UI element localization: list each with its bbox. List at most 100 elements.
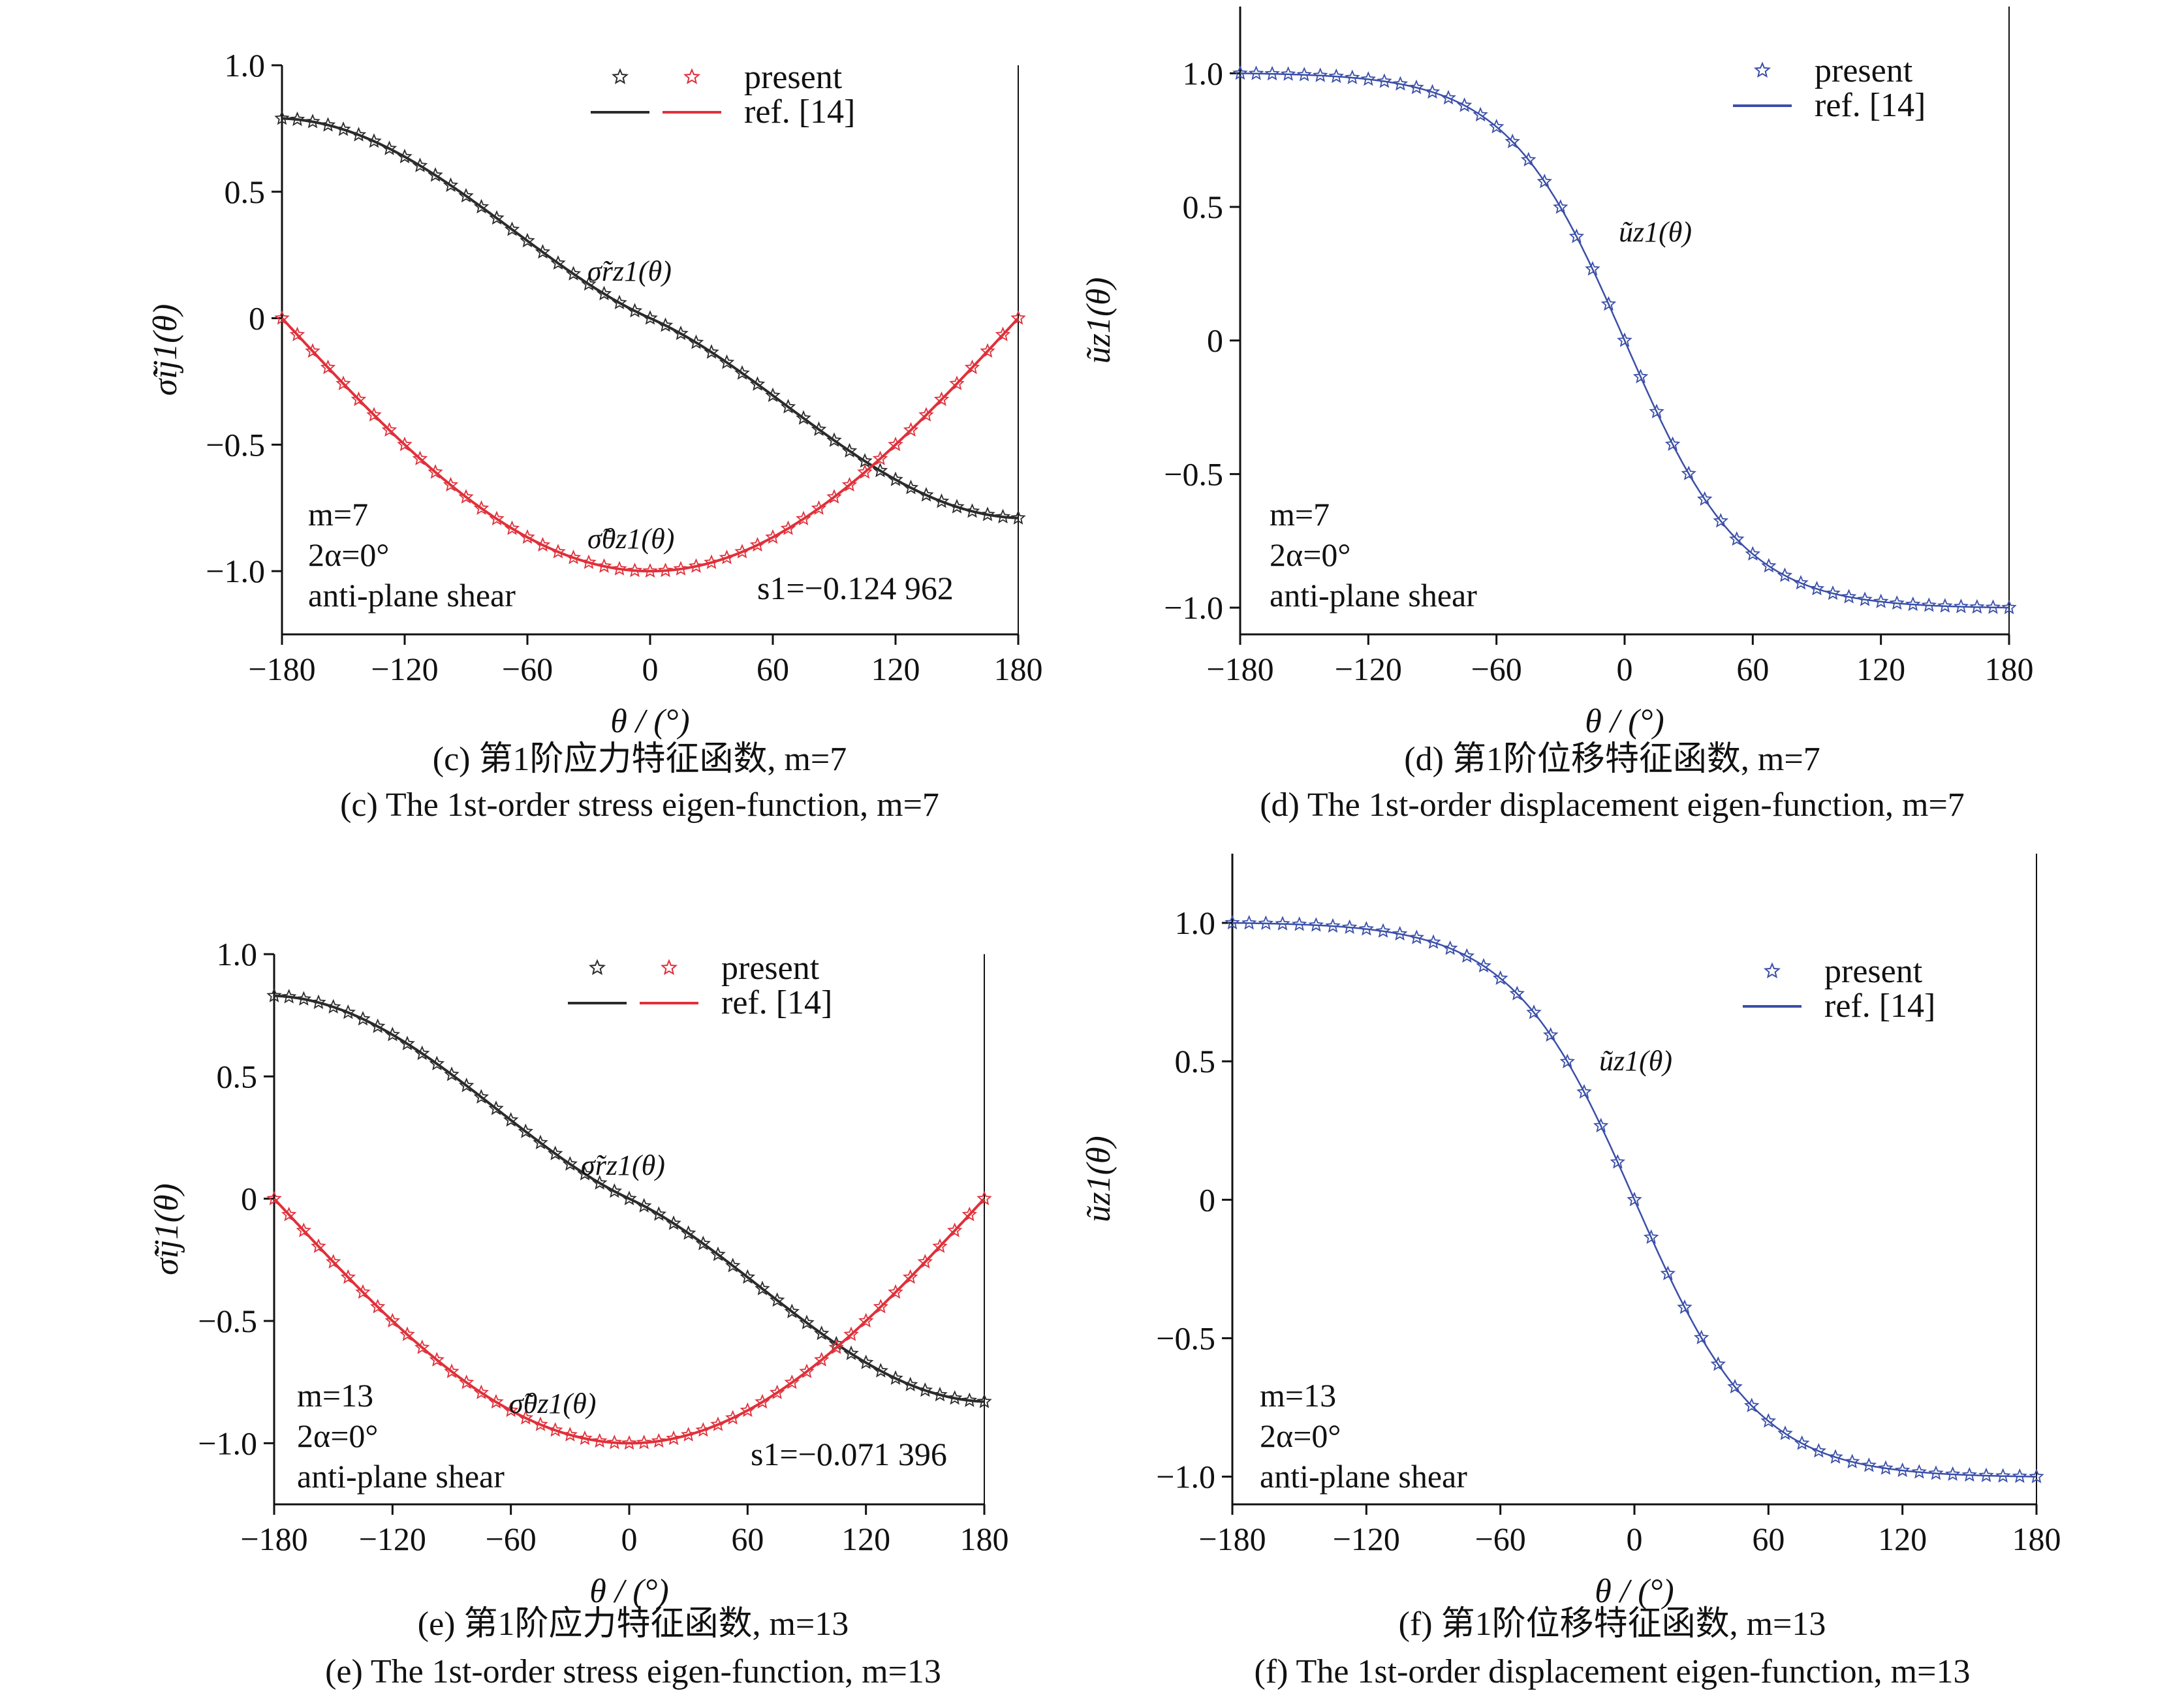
series-marker-1 (1426, 934, 1441, 949)
series-marker-2 (562, 1427, 578, 1442)
series-marker-1 (1693, 1329, 1709, 1344)
series-marker-2 (813, 1352, 830, 1367)
series-marker-2 (428, 464, 443, 479)
series-marker-1 (370, 1018, 386, 1033)
series-marker-1 (1649, 403, 1664, 418)
series-marker-2 (841, 476, 858, 492)
series-marker-1 (289, 111, 305, 127)
legend-marker (588, 959, 606, 975)
series-marker-1 (1743, 1397, 1760, 1412)
series-marker-2 (399, 1326, 415, 1341)
series-marker-2 (673, 561, 689, 576)
series-marker-2 (547, 1422, 563, 1437)
series-marker-1 (734, 365, 750, 380)
y-tick-label: 1.0 (225, 47, 266, 84)
series-marker-1 (1312, 67, 1328, 82)
series-marker-1 (873, 1363, 888, 1378)
series-marker-2 (281, 1206, 297, 1222)
series-marker-2 (381, 422, 398, 437)
series-marker-2 (296, 1222, 311, 1237)
x-tick-label: 180 (2012, 1521, 2061, 1557)
series-marker-1 (1585, 261, 1600, 276)
series-marker-2 (769, 1384, 785, 1399)
series-marker-2 (964, 359, 980, 375)
legend-marker (683, 68, 701, 84)
series-marker-1 (473, 1089, 489, 1104)
series-marker-2 (784, 1374, 800, 1389)
series-marker-1 (1280, 66, 1296, 81)
chart-panel-c: −180 −120 −60 0 60 120 180 1.0 0.5 0 −0.5 −1.0 θ / (… (147, 47, 1043, 824)
series-line-1 (1232, 922, 2037, 1478)
series-marker-2 (414, 1339, 430, 1354)
series-marker-2 (980, 343, 995, 358)
series-marker-1 (1995, 1468, 2011, 1483)
series-marker-1 (1392, 925, 1408, 941)
series-marker-1 (1325, 918, 1341, 933)
y-tick-label: 0.5 (225, 174, 266, 210)
series-marker-1 (1660, 1265, 1676, 1280)
series-marker-2 (473, 1384, 490, 1399)
x-axis-label: θ / (°) (1595, 1573, 1674, 1610)
series-marker-1 (1424, 84, 1441, 99)
legend-entry-present: present (721, 950, 820, 987)
series-marker-1 (1442, 940, 1458, 955)
s-value: s1=−0.124 962 (757, 570, 954, 606)
x-tick-label: 180 (960, 1521, 1009, 1557)
series-marker-1 (565, 266, 582, 281)
x-tick-label: −120 (371, 651, 438, 687)
series-marker-1 (2012, 1468, 2028, 1483)
series-marker-1 (1409, 79, 1424, 95)
series-marker-1 (780, 399, 796, 414)
x-tick-label: −120 (1335, 651, 1402, 687)
series-marker-1 (1969, 598, 1985, 614)
series-marker-1 (1905, 596, 1921, 612)
series-marker-2 (370, 1299, 386, 1314)
series-marker-2 (444, 1363, 460, 1378)
series-marker-2 (681, 1427, 696, 1442)
series-marker-1 (949, 499, 965, 514)
x-tick-label: −180 (1198, 1521, 1266, 1557)
series-marker-1 (1632, 368, 1649, 384)
series-marker-2 (596, 558, 612, 573)
series-marker-2 (412, 450, 428, 465)
x-tick-label: −180 (240, 1521, 307, 1557)
series-marker-1 (351, 127, 367, 142)
series-marker-1 (1358, 921, 1375, 936)
series-marker-2 (657, 562, 674, 578)
series-marker-1 (1878, 1460, 1894, 1475)
series-marker-1 (550, 255, 566, 270)
series-marker-1 (2029, 1468, 2044, 1483)
series-marker-1 (858, 1354, 874, 1369)
series-marker-1 (918, 487, 934, 502)
y-tick-label: 0 (1207, 322, 1223, 359)
series-marker-1 (340, 1004, 356, 1019)
x-tick-label: 120 (841, 1521, 890, 1557)
series-marker-1 (725, 1258, 741, 1273)
series-marker-1 (933, 493, 950, 508)
y-axis-label: ũz1(θ) (1080, 1136, 1117, 1222)
series-marker-1 (1713, 513, 1729, 528)
caption-en: (f) The 1st-order displacement eigen-fun… (1255, 1653, 1971, 1690)
series-marker-1 (1308, 917, 1324, 932)
caption-cn: (f) 第1阶位移特征函数, m=13 (1399, 1606, 1826, 1643)
series-marker-1 (1537, 174, 1552, 189)
series-marker-2 (565, 550, 582, 565)
x-tick-label: 0 (1617, 651, 1633, 687)
series-marker-1 (1681, 465, 1696, 480)
series-marker-2 (995, 326, 1011, 341)
series-marker-1 (1258, 915, 1274, 930)
series-marker-2 (535, 536, 551, 552)
series-marker-2 (755, 1393, 770, 1409)
series-marker-1 (1811, 1443, 1827, 1458)
legend-entry-present: present (1815, 52, 1913, 89)
x-axis-label: θ / (°) (610, 703, 689, 740)
caption-en: (d) The 1st-order displacement eigen-fun… (1260, 786, 1965, 824)
series-marker-1 (902, 1376, 918, 1391)
series-marker-1 (1627, 1191, 1642, 1207)
series-marker-2 (550, 544, 566, 559)
series-marker-1 (2001, 599, 2017, 615)
series-marker-1 (1275, 916, 1290, 931)
series-marker-1 (1809, 580, 1825, 596)
series-marker-2 (612, 561, 627, 576)
x-tick-label: −60 (1475, 1521, 1526, 1557)
